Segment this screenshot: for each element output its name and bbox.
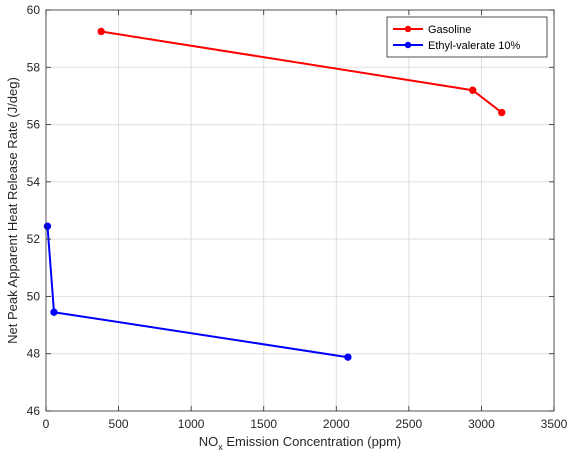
legend-marker <box>404 41 412 49</box>
legend-item-gasoline: Gasoline <box>393 24 471 36</box>
x-tick-label: 3000 <box>468 417 495 431</box>
data-point-gasoline <box>469 86 477 94</box>
data-point-ethyl-valerate-10 <box>344 353 352 361</box>
data-point-ethyl-valerate-10 <box>50 308 58 316</box>
x-axis-label: NOx Emission Concentration (ppm) <box>199 434 401 452</box>
y-tick-label: 52 <box>27 232 41 246</box>
x-tick-label: 2500 <box>396 417 423 431</box>
legend: Gasoline Ethyl-valerate 10% <box>386 16 548 58</box>
legend-label: Gasoline <box>428 24 471 36</box>
x-axis-label-sub: x <box>218 442 223 452</box>
x-axis-label-main: NO <box>199 434 219 449</box>
x-tick-label: 0 <box>43 417 50 431</box>
y-tick-label: 50 <box>27 289 41 303</box>
grid <box>46 10 554 411</box>
y-tick-label: 58 <box>27 60 41 74</box>
legend-box <box>386 16 548 58</box>
y-tick-label: 54 <box>27 175 41 189</box>
x-axis-label-rest: Emission Concentration (ppm) <box>223 434 401 449</box>
x-tick-label: 1000 <box>178 417 205 431</box>
legend-label: Ethyl-valerate 10% <box>428 40 521 52</box>
data-point-gasoline <box>498 108 506 117</box>
data-point-ethyl-valerate-10 <box>43 222 52 230</box>
y-axis-label: Net Peak Apparent Heat Release Rate (J/d… <box>5 77 20 344</box>
x-tick-label: 2000 <box>323 417 350 431</box>
plot-area <box>46 10 554 411</box>
legend-marker <box>404 25 412 33</box>
y-tick-label: 56 <box>27 118 41 132</box>
data-point-gasoline <box>97 27 105 36</box>
legend-item-ethyl-valerate-10: Ethyl-valerate 10% <box>393 40 521 52</box>
tick-labels: 0 500 1000 1500 2000 2500 3000 3500 46 48 50 52 54 56… <box>27 3 568 431</box>
x-tick-label: 3500 <box>541 417 568 431</box>
series-gasoline <box>97 27 506 117</box>
x-tick-label: 500 <box>109 417 129 431</box>
y-tick-label: 46 <box>27 404 41 418</box>
y-tick-label: 48 <box>27 347 41 361</box>
series-layer <box>43 27 506 361</box>
plot-frame <box>45 9 555 412</box>
x-tick-label: 1500 <box>250 417 277 431</box>
y-tick-label: 60 <box>27 3 41 17</box>
axis-ticks <box>45 9 555 412</box>
